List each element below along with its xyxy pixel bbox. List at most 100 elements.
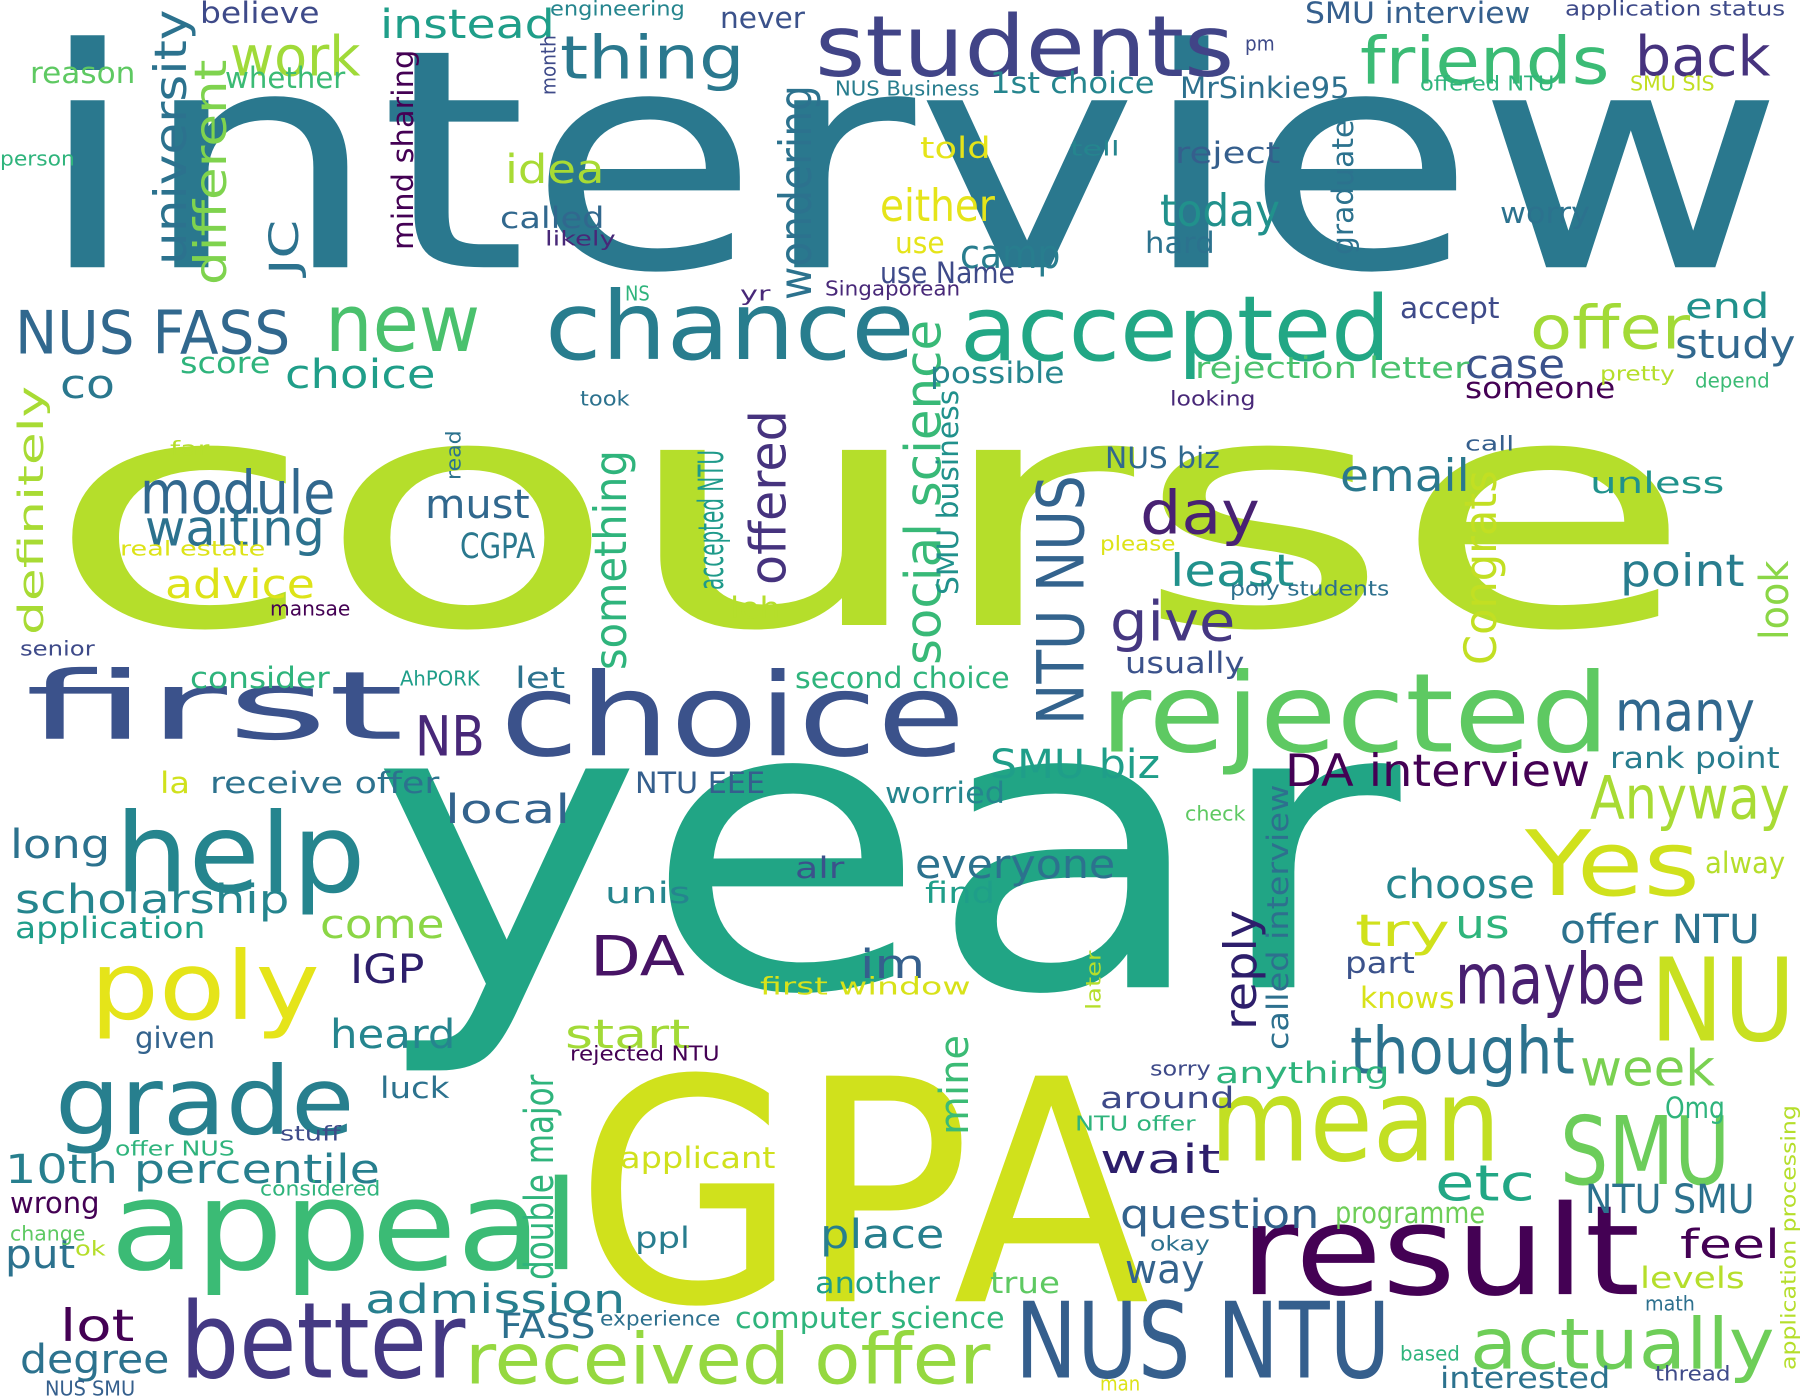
- word-rank-point: rank point: [1610, 741, 1780, 777]
- word-camp: camp: [960, 231, 1061, 279]
- word-mansae: mansae: [270, 597, 351, 622]
- word-engineering: engineering: [550, 0, 685, 22]
- word-man: man: [1100, 1372, 1141, 1397]
- word-ok: ok: [75, 1237, 106, 1262]
- word-thing: thing: [560, 24, 745, 94]
- word-far: far: [170, 437, 210, 462]
- word-ntu-nus: NTU NUS: [1024, 475, 1100, 725]
- word-jc: JC: [261, 219, 309, 275]
- word-possible: possible: [930, 356, 1065, 392]
- word-first: first: [25, 651, 405, 762]
- word-offer: offer: [1530, 294, 1691, 364]
- word-advice: advice: [165, 561, 315, 609]
- word-never: never: [720, 1, 805, 37]
- word-poly-students: poly students: [1230, 577, 1390, 602]
- word-computer-science: computer science: [735, 1301, 1005, 1337]
- word-etc: etc: [1435, 1155, 1535, 1214]
- word-tell: tell: [1070, 137, 1120, 162]
- word-10th-percentile: 10th percentile: [5, 1146, 380, 1194]
- word-receive-offer: receive offer: [210, 766, 440, 802]
- word-case: case: [1465, 341, 1566, 389]
- word-offer-nus: offer NUS: [115, 1137, 235, 1162]
- word-leh: leh: [730, 591, 781, 627]
- word-course: course: [45, 328, 1695, 701]
- word-either: either: [880, 180, 995, 233]
- word-application: application: [15, 911, 206, 947]
- word-try: try: [1355, 905, 1450, 958]
- word-nus-smu: NUS SMU: [45, 1377, 136, 1400]
- word-smu-interview: SMU interview: [1305, 0, 1531, 32]
- word-work: work: [230, 25, 361, 90]
- word-rejected: rejected: [1100, 650, 1610, 779]
- word-luck: luck: [380, 1071, 450, 1107]
- word-better: better: [180, 1280, 466, 1400]
- word-local: local: [445, 786, 571, 834]
- word-okay: okay: [1150, 1232, 1210, 1257]
- word-actually: actually: [1470, 1304, 1775, 1386]
- word-later: later: [1082, 950, 1107, 1010]
- word-looking: looking: [1170, 387, 1256, 412]
- word-interested: interested: [1440, 1361, 1611, 1397]
- word-appeal: appeal: [110, 1154, 581, 1300]
- word-question: question: [1120, 1191, 1320, 1239]
- word-called-interview: called interview: [1261, 784, 1297, 1050]
- word-received-offer: received offer: [465, 1319, 991, 1400]
- word-reply: reply: [1215, 909, 1268, 1030]
- word-nus-biz: NUS biz: [1105, 441, 1220, 477]
- word-fass: FASS: [500, 1306, 596, 1348]
- word-waiting: waiting: [145, 500, 325, 559]
- word-least: least: [1170, 545, 1295, 598]
- word-choice: choice: [500, 649, 966, 784]
- word-lot: lot: [60, 1300, 135, 1353]
- word-ns: NS: [625, 282, 650, 307]
- word-score: score: [180, 346, 271, 382]
- word-give: give: [1110, 590, 1236, 655]
- word-wait: wait: [1100, 1136, 1221, 1184]
- word-smu: SMU: [1560, 1096, 1731, 1207]
- word-levels: levels: [1640, 1261, 1745, 1297]
- word-chance: chance: [545, 271, 915, 382]
- word-ppl: ppl: [635, 1221, 690, 1257]
- word-must: must: [425, 481, 530, 529]
- word-nu: NU: [1650, 934, 1796, 1069]
- word-math: math: [1645, 1292, 1695, 1317]
- word-day: day: [1140, 479, 1260, 549]
- word-scholarship: scholarship: [15, 876, 290, 924]
- word-help: help: [115, 790, 366, 919]
- word-offer-ntu: offer NTU: [1560, 906, 1760, 954]
- word-real-estate: real estate: [120, 537, 266, 562]
- word-nb: NB: [415, 705, 485, 770]
- word-someone: someone: [1465, 371, 1616, 407]
- word-offered-ntu: offered NTU: [1420, 72, 1555, 97]
- word-nus-fass: NUS FASS: [15, 299, 291, 369]
- word-instead: instead: [380, 1, 555, 49]
- word-use: use: [895, 226, 945, 262]
- word-consider: consider: [190, 661, 330, 697]
- word-cgpa: CGPA: [460, 526, 536, 568]
- word-whether: whether: [225, 61, 346, 97]
- word-ntu-smu: NTU SMU: [1585, 1176, 1755, 1224]
- word-interview: interview: [35, 0, 1786, 340]
- word-pretty: pretty: [1600, 362, 1675, 387]
- word-choose: choose: [1385, 861, 1535, 909]
- word-mine: mine: [931, 1034, 979, 1135]
- word-alway: alway: [1705, 846, 1786, 882]
- word-la: la: [160, 766, 190, 802]
- word-hard: hard: [1145, 226, 1215, 262]
- word-im: im: [860, 941, 926, 989]
- word-something: something: [585, 450, 638, 670]
- word-today: today: [1160, 185, 1280, 238]
- word-experience: experience: [600, 1307, 721, 1332]
- word-believe: believe: [200, 0, 320, 32]
- word-unless: unless: [1590, 466, 1725, 502]
- word-come: come: [320, 901, 445, 949]
- word-unis: unis: [605, 876, 691, 912]
- word-month: month: [537, 35, 562, 95]
- word-please: please: [1100, 532, 1176, 557]
- word-place: place: [820, 1211, 945, 1259]
- word-yr: yr: [740, 282, 771, 307]
- word-given: given: [135, 1021, 216, 1057]
- word-read: read: [442, 430, 467, 480]
- word-accepted-ntu: accepted NTU: [691, 449, 733, 590]
